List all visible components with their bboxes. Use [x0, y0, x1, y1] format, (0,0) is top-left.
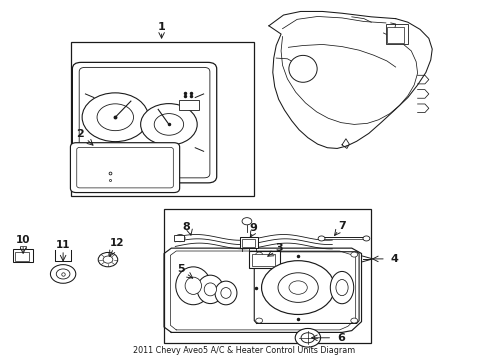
Text: 5: 5: [177, 264, 184, 274]
Circle shape: [242, 218, 251, 225]
Bar: [163, 209, 370, 343]
Ellipse shape: [175, 267, 210, 305]
Circle shape: [175, 234, 184, 242]
Ellipse shape: [221, 288, 231, 298]
Circle shape: [56, 269, 70, 279]
Bar: [386, 27, 404, 42]
Bar: [20, 246, 26, 249]
Bar: [71, 42, 254, 196]
Bar: [249, 251, 279, 268]
Ellipse shape: [335, 279, 347, 296]
Text: 11: 11: [56, 240, 70, 250]
Circle shape: [288, 281, 306, 294]
Text: 6: 6: [336, 333, 344, 343]
Bar: [239, 237, 258, 248]
FancyBboxPatch shape: [77, 147, 173, 188]
Bar: [251, 254, 275, 266]
Circle shape: [255, 318, 262, 323]
Text: 7: 7: [338, 221, 345, 231]
Ellipse shape: [330, 271, 353, 304]
Circle shape: [98, 252, 118, 267]
Bar: [13, 249, 33, 262]
Text: 10: 10: [16, 235, 30, 245]
Text: 9: 9: [249, 224, 257, 233]
Bar: [385, 24, 407, 44]
Circle shape: [97, 104, 133, 131]
Circle shape: [261, 261, 334, 315]
Text: 12: 12: [109, 238, 124, 248]
Bar: [173, 235, 183, 241]
Circle shape: [318, 236, 325, 241]
Bar: [178, 100, 199, 110]
Ellipse shape: [197, 275, 223, 303]
Circle shape: [141, 104, 197, 145]
FancyBboxPatch shape: [72, 62, 216, 183]
Ellipse shape: [185, 277, 201, 294]
Text: 3: 3: [274, 243, 282, 253]
Circle shape: [103, 256, 113, 263]
Bar: [241, 239, 255, 247]
Circle shape: [362, 236, 369, 241]
Circle shape: [350, 318, 357, 323]
Circle shape: [82, 93, 148, 141]
FancyBboxPatch shape: [79, 67, 209, 178]
Circle shape: [154, 114, 183, 135]
Text: 8: 8: [182, 222, 189, 231]
Ellipse shape: [204, 283, 216, 296]
Ellipse shape: [215, 281, 237, 305]
Text: 4: 4: [390, 254, 398, 264]
Circle shape: [295, 328, 320, 347]
Text: 1: 1: [158, 22, 165, 32]
Text: 2: 2: [76, 129, 84, 139]
Circle shape: [255, 252, 262, 257]
Bar: [15, 252, 29, 261]
Circle shape: [301, 333, 314, 343]
Ellipse shape: [288, 55, 317, 82]
FancyBboxPatch shape: [70, 143, 179, 193]
Circle shape: [278, 273, 318, 302]
Circle shape: [350, 252, 357, 257]
Text: 2011 Chevy Aveo5 A/C & Heater Control Units Diagram: 2011 Chevy Aveo5 A/C & Heater Control Un…: [133, 346, 355, 355]
Circle shape: [50, 265, 76, 283]
